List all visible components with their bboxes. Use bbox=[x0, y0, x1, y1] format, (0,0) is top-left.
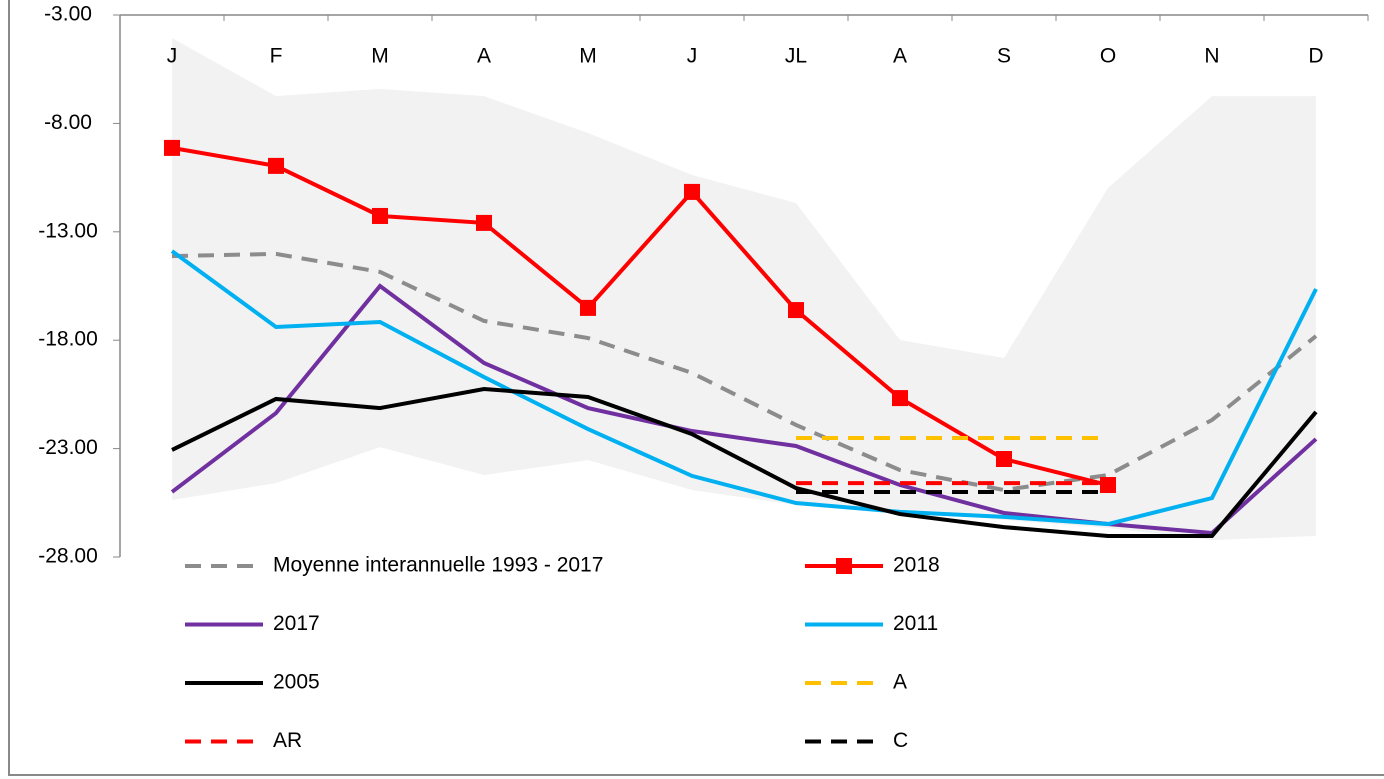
y-tick-label: -28.00 bbox=[38, 545, 98, 568]
chart-frame bbox=[8, 0, 1384, 776]
y-tick-label: -13.00 bbox=[38, 219, 98, 242]
legend-label: AR bbox=[273, 729, 302, 752]
x-tick-label: M bbox=[371, 45, 389, 68]
legend-label: 2005 bbox=[273, 671, 320, 694]
legend-label: A bbox=[893, 671, 907, 694]
x-tick-label: J bbox=[687, 45, 698, 68]
y-tick-label: -8.00 bbox=[44, 111, 92, 134]
x-tick-label: A bbox=[477, 45, 491, 68]
x-tick-label: D bbox=[1308, 45, 1323, 68]
y-tick-label: -18.00 bbox=[38, 328, 98, 351]
x-tick-label: O bbox=[1100, 45, 1116, 68]
x-tick-label: F bbox=[270, 45, 283, 68]
data-marker bbox=[996, 451, 1012, 468]
data-marker bbox=[476, 214, 492, 231]
x-tick-label: S bbox=[997, 45, 1011, 68]
data-marker bbox=[268, 157, 284, 174]
legend-label: C bbox=[893, 729, 908, 752]
legend-label: 2017 bbox=[273, 612, 320, 635]
range-band bbox=[172, 37, 1316, 541]
series-line bbox=[171, 145, 1109, 487]
x-tick-label: JL bbox=[785, 45, 807, 68]
x-tick-label: A bbox=[893, 45, 907, 68]
y-tick-label: -23.00 bbox=[38, 436, 98, 459]
data-marker bbox=[164, 139, 180, 156]
data-marker bbox=[892, 390, 908, 407]
legend-label: 2011 bbox=[893, 612, 938, 635]
data-marker bbox=[372, 207, 388, 224]
series-line bbox=[171, 251, 1318, 493]
y-tick-label: -3.00 bbox=[44, 3, 92, 26]
series-line bbox=[170, 249, 1318, 527]
x-tick-label: N bbox=[1204, 45, 1219, 68]
series-line bbox=[170, 283, 1318, 536]
data-marker bbox=[788, 302, 804, 319]
data-marker bbox=[684, 183, 700, 200]
series-line bbox=[171, 386, 1318, 538]
x-tick-label: M bbox=[579, 45, 597, 68]
data-marker bbox=[1100, 477, 1116, 494]
data-marker bbox=[580, 299, 596, 316]
legend-label: 2018 bbox=[893, 554, 940, 577]
legend-label: Moyenne interannuelle 1993 - 2017 bbox=[273, 554, 603, 577]
legend-marker bbox=[836, 558, 852, 574]
x-tick-label: J bbox=[167, 45, 178, 68]
